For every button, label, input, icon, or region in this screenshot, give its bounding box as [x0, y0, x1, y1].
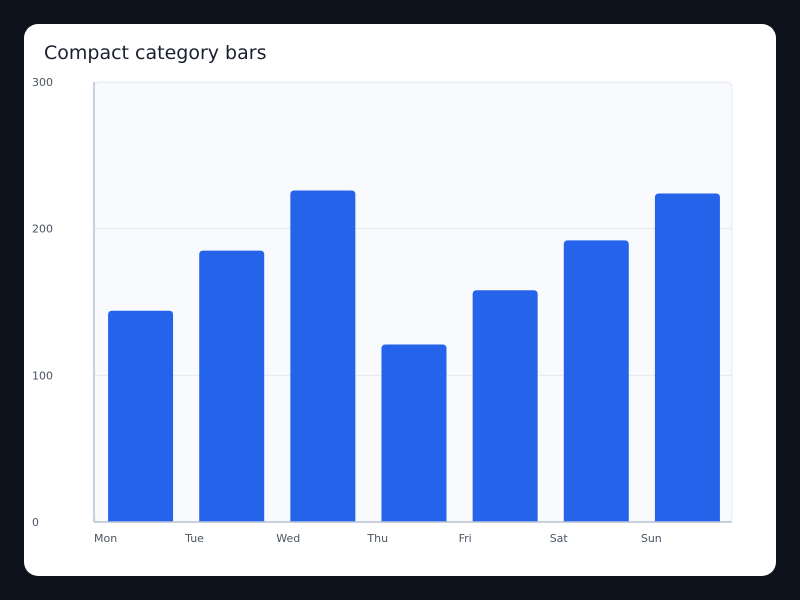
- bar-mon: [108, 310, 174, 522]
- y-tick-label: 300: [32, 76, 53, 89]
- bar-sat: [563, 240, 629, 522]
- chart-card: Compact category bars 0 100 200 300 Mon Tue We…: [24, 24, 776, 576]
- x-tick-label: Fri: [459, 532, 472, 545]
- bar-wed: [290, 190, 356, 523]
- y-tick-label: 200: [32, 223, 53, 236]
- y-tick-label: 100: [32, 369, 53, 382]
- y-tick-label: 0: [32, 516, 39, 529]
- x-tick-label: Sun: [641, 532, 662, 545]
- bar-tue: [199, 250, 265, 522]
- x-tick-label: Sat: [550, 532, 569, 545]
- bar-thu: [381, 344, 447, 522]
- x-tick-label: Tue: [184, 532, 204, 545]
- chart-title: Compact category bars: [44, 42, 267, 64]
- bar-fri: [472, 290, 538, 522]
- bar-chart: 0 100 200 300 Mon Tue Wed Thu Fri Sat Sun: [32, 76, 733, 545]
- bar-sun: [654, 193, 720, 522]
- x-tick-label: Thu: [366, 532, 388, 545]
- x-tick-label: Wed: [276, 532, 300, 545]
- x-tick-label: Mon: [94, 532, 117, 545]
